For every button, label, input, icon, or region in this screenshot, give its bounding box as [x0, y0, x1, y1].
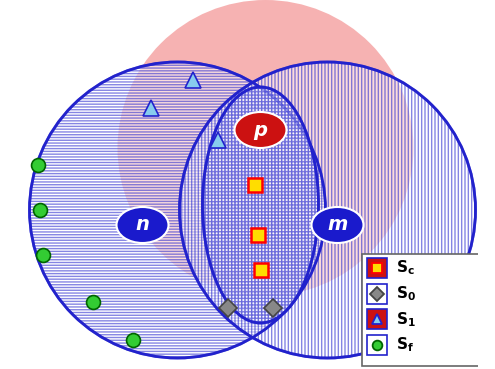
Text: m: m: [327, 215, 347, 235]
FancyBboxPatch shape: [366, 258, 387, 278]
Ellipse shape: [311, 207, 363, 243]
Text: n: n: [136, 215, 149, 235]
Circle shape: [117, 0, 413, 296]
FancyBboxPatch shape: [366, 335, 387, 355]
Ellipse shape: [202, 87, 318, 323]
Text: $\mathbf{S_f}$: $\mathbf{S_f}$: [396, 335, 414, 354]
Circle shape: [180, 62, 476, 358]
FancyBboxPatch shape: [366, 284, 387, 304]
FancyBboxPatch shape: [366, 309, 387, 329]
Text: $\mathbf{S_0}$: $\mathbf{S_0}$: [396, 284, 416, 303]
Ellipse shape: [235, 112, 287, 148]
Text: $\mathbf{S_1}$: $\mathbf{S_1}$: [396, 310, 416, 328]
Text: p: p: [253, 121, 267, 139]
Ellipse shape: [116, 207, 168, 243]
Text: $\mathbf{S_c}$: $\mathbf{S_c}$: [396, 259, 415, 277]
FancyBboxPatch shape: [361, 254, 494, 366]
Circle shape: [30, 62, 326, 358]
